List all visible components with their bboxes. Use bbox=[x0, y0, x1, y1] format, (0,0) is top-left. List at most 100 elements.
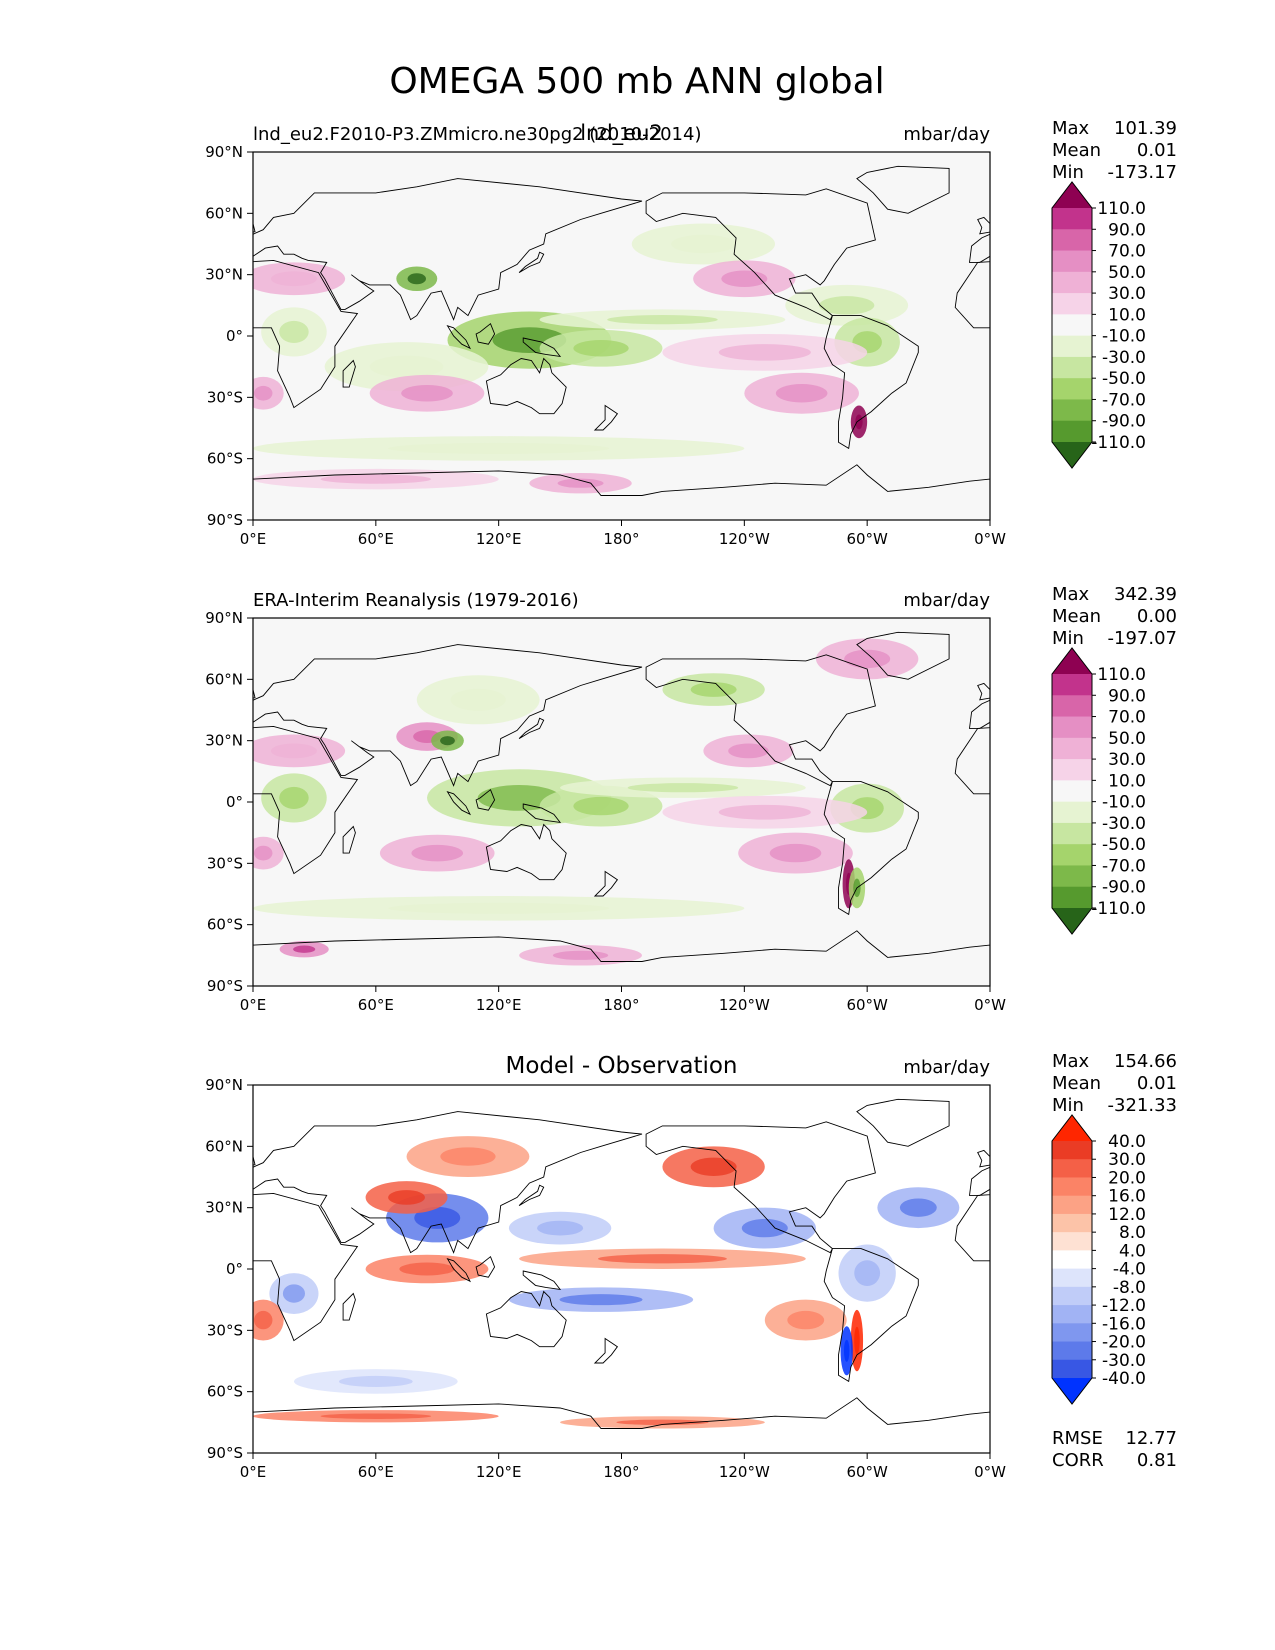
field-feature-core bbox=[407, 273, 426, 285]
colorbar-band bbox=[1052, 1268, 1092, 1288]
colorbar-tick-label: -30.0 bbox=[1102, 1351, 1146, 1371]
colorbar-tick-label: -90.0 bbox=[1102, 878, 1146, 898]
colorbar-band bbox=[1052, 1195, 1092, 1215]
field-feature-core bbox=[399, 1262, 455, 1276]
panel-units: mbar/day bbox=[903, 590, 990, 611]
field-feature-core bbox=[270, 743, 317, 759]
y-tick-label: 30°N bbox=[205, 266, 243, 284]
colorbar-band bbox=[1052, 293, 1092, 315]
colorbar-band bbox=[1052, 1250, 1092, 1270]
y-tick-label: 0° bbox=[226, 793, 243, 811]
field-feature-core bbox=[338, 1375, 413, 1387]
panel-2: 0°E 60°E 120°E 180° 120°W 60°W 0°W 90°N 60°N 30°N… bbox=[205, 584, 1177, 1014]
colorbar-extend-max bbox=[1052, 1115, 1092, 1141]
x-tick-label: 120°W bbox=[719, 996, 770, 1014]
coastline-antarctica bbox=[253, 464, 990, 520]
field-feature-core bbox=[388, 902, 610, 914]
panel-1: 0°E 60°E 120°E 180° 120°W 60°W 0°W 90°N 60°N 30°N… bbox=[205, 118, 1177, 548]
colorbar-tick-label: 50.0 bbox=[1108, 729, 1146, 749]
coastline-japan bbox=[518, 251, 545, 273]
colorbar-band bbox=[1052, 1213, 1092, 1233]
field-feature-core bbox=[559, 1294, 643, 1306]
field-feature-core bbox=[279, 320, 309, 343]
coastline-madagascar bbox=[342, 825, 356, 854]
stat-value: -173.17 bbox=[1108, 162, 1177, 183]
field-feature-core bbox=[270, 271, 317, 287]
colorbar-tick-label: 70.0 bbox=[1108, 242, 1146, 262]
field-feature-core bbox=[844, 649, 891, 669]
coastline-africa bbox=[253, 1192, 359, 1342]
panel-title-center: Model - Observation bbox=[505, 1053, 737, 1079]
field-feature-core bbox=[414, 1206, 461, 1229]
y-tick-label: 90°S bbox=[207, 977, 243, 995]
y-tick-label: 30°N bbox=[205, 1199, 243, 1217]
field-feature-core bbox=[819, 296, 875, 315]
colorbar-band bbox=[1052, 208, 1092, 230]
coastline-australia bbox=[485, 1290, 567, 1348]
x-tick-label: 0°E bbox=[240, 1463, 267, 1481]
field-feature-core bbox=[537, 1220, 584, 1236]
colorbar-band bbox=[1052, 314, 1092, 337]
y-tick-label: 60°S bbox=[207, 916, 243, 934]
colorbar-band bbox=[1052, 229, 1092, 252]
coastline-new-zealand bbox=[593, 404, 619, 431]
field-feature-core bbox=[254, 385, 273, 401]
colorbar-tick-label: -50.0 bbox=[1102, 369, 1146, 389]
coastline-uk bbox=[253, 688, 256, 699]
field-feature-core bbox=[787, 1310, 825, 1330]
y-tick-label: 30°N bbox=[205, 732, 243, 750]
field-feature-core bbox=[282, 1284, 305, 1303]
panel-title-left: lnd_eu2.F2010-P3.ZMmicro.ne30pg2 (2010-2… bbox=[253, 124, 701, 145]
coastline-uk bbox=[977, 1149, 990, 1168]
colorbar-tick-label: -40.0 bbox=[1102, 1369, 1146, 1389]
colorbar-tick-label: 50.0 bbox=[1108, 263, 1146, 283]
coastline-australia bbox=[485, 823, 567, 881]
x-tick-label: 0°E bbox=[240, 996, 267, 1014]
coastline-europe-asia bbox=[253, 644, 643, 787]
coastlines bbox=[253, 165, 990, 520]
colorbar-band bbox=[1052, 271, 1092, 294]
figure-title: OMEGA 500 mb ANN global bbox=[389, 61, 884, 102]
field-feature-core bbox=[320, 1413, 432, 1419]
field-feature-core bbox=[855, 414, 863, 430]
colorbar-tick-label: -30.0 bbox=[1102, 814, 1146, 834]
y-tick-label: 0° bbox=[226, 327, 243, 345]
x-tick-label: 0°W bbox=[974, 1463, 1006, 1481]
colorbar-band bbox=[1052, 759, 1092, 781]
x-tick-label: 120°E bbox=[476, 1463, 522, 1481]
y-tick-label: 30°S bbox=[207, 854, 243, 872]
colorbar-band bbox=[1052, 674, 1092, 696]
y-tick-label: 0° bbox=[226, 1260, 243, 1278]
colorbar-tick-label: -50.0 bbox=[1102, 835, 1146, 855]
colorbar-tick-label: -110.0 bbox=[1091, 899, 1146, 919]
colorbar-extend-min bbox=[1052, 442, 1092, 468]
colorbar-band bbox=[1052, 1323, 1092, 1343]
coastline-new-zealand bbox=[593, 870, 619, 897]
stat-value: 0.01 bbox=[1137, 140, 1177, 161]
stat-label: Max bbox=[1052, 1051, 1090, 1072]
colorbar-tick-label: 40.0 bbox=[1108, 1132, 1146, 1152]
colorbar-tick-label: 30.0 bbox=[1108, 1150, 1146, 1170]
stat-value: 101.39 bbox=[1114, 118, 1177, 139]
metric-label: CORR bbox=[1052, 1450, 1104, 1471]
colorbar-tick-label: -30.0 bbox=[1102, 348, 1146, 368]
field-feature-core bbox=[279, 786, 309, 809]
stat-label: Min bbox=[1052, 1095, 1084, 1116]
colorbar-tick-label: 10.0 bbox=[1108, 305, 1146, 325]
colorbar-extend-min bbox=[1052, 1378, 1092, 1404]
field-feature-core bbox=[401, 384, 453, 402]
x-tick-label: 0°E bbox=[240, 530, 267, 548]
coastline-europe-asia bbox=[253, 1111, 643, 1254]
field-feature-core bbox=[440, 1147, 496, 1166]
field-feature-core bbox=[690, 682, 737, 697]
coastline-africa bbox=[253, 725, 359, 875]
colorbar-tick-label: -10.0 bbox=[1102, 327, 1146, 347]
colorbar-band bbox=[1052, 420, 1092, 443]
metric-value: 0.81 bbox=[1137, 1450, 1177, 1471]
x-tick-label: 180° bbox=[603, 996, 639, 1014]
coastline-japan bbox=[518, 1184, 545, 1206]
colorbar-tick-label: 90.0 bbox=[1108, 220, 1146, 240]
colorbar-band bbox=[1052, 780, 1092, 803]
coastline-borneo bbox=[475, 788, 496, 811]
